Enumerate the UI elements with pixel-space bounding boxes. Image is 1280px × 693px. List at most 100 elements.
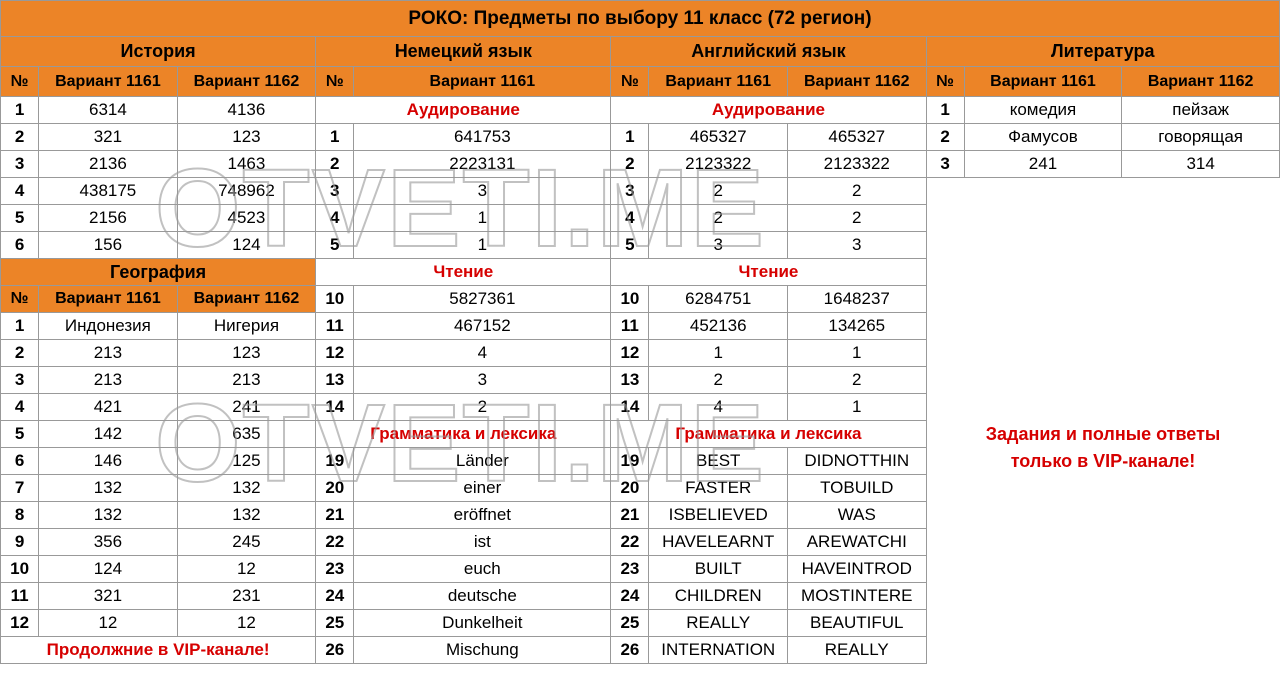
cell: 1 — [926, 97, 964, 124]
cell: 13 — [316, 367, 354, 394]
page-title: РОКО: Предметы по выбору 11 класс (72 ре… — [1, 1, 1280, 37]
cell: 11 — [1, 583, 39, 610]
cell: 213 — [177, 367, 316, 394]
cell: 123 — [177, 340, 316, 367]
cell: 22 — [611, 529, 649, 556]
cell: 23 — [611, 556, 649, 583]
cell: Dunkelheit — [354, 610, 611, 637]
cell: 2 — [788, 367, 927, 394]
subject-geography: География — [1, 259, 316, 286]
cell: 2 — [926, 124, 964, 151]
cell: INTERNATION — [649, 637, 788, 664]
col-v1161: Вариант 1161 — [39, 286, 178, 313]
cell: 11 — [316, 313, 354, 340]
cell: 213 — [39, 340, 178, 367]
main-table-container: РОКО: Предметы по выбору 11 класс (72 ре… — [0, 0, 1280, 664]
cell: 10 — [316, 286, 354, 313]
col-v1162: Вариант 1162 — [177, 67, 316, 97]
section-grammar: Грамматика и лексика — [611, 421, 926, 448]
cell: 12 — [316, 340, 354, 367]
cell: 321 — [39, 124, 178, 151]
cell: REALLY — [649, 610, 788, 637]
table-row: 4 438175 748962 3 3 3 2 2 — [1, 178, 1280, 205]
cell: Länder — [354, 448, 611, 475]
cell: 2 — [649, 178, 788, 205]
cell: einer — [354, 475, 611, 502]
cell: 24 — [611, 583, 649, 610]
cell: Mischung — [354, 637, 611, 664]
subject-english: Английский язык — [611, 37, 926, 67]
cell: 1 — [354, 205, 611, 232]
cell: ISBELIEVED — [649, 502, 788, 529]
cell: Нигерия — [177, 313, 316, 340]
cell: 4 — [354, 340, 611, 367]
cell: 23 — [316, 556, 354, 583]
cell: BEST — [649, 448, 788, 475]
cell: 12 — [611, 340, 649, 367]
cell: euch — [354, 556, 611, 583]
cell: 1 — [316, 124, 354, 151]
cell: 4 — [1, 394, 39, 421]
cell: 213 — [39, 367, 178, 394]
cell: 635 — [177, 421, 316, 448]
cell: deutsche — [354, 583, 611, 610]
cell: 3 — [788, 232, 927, 259]
col-num: № — [316, 67, 354, 97]
column-header-row: № Вариант 1161 Вариант 1162 № Вариант 11… — [1, 67, 1280, 97]
cell: 7 — [1, 475, 39, 502]
cell: 6284751 — [649, 286, 788, 313]
cell: 132 — [39, 502, 178, 529]
cell: 467152 — [354, 313, 611, 340]
cell: 2 — [1, 340, 39, 367]
cell: 132 — [177, 502, 316, 529]
cell: 438175 — [39, 178, 178, 205]
cell: 2 — [788, 205, 927, 232]
col-v1162: Вариант 1162 — [1122, 67, 1280, 97]
cell: 1 — [1, 97, 39, 124]
cell: REALLY — [788, 637, 927, 664]
cell: 132 — [177, 475, 316, 502]
cell: 641753 — [354, 124, 611, 151]
cell: 2 — [611, 151, 649, 178]
cell: DIDNOTTHIN — [788, 448, 927, 475]
section-listening: Аудирование — [611, 97, 926, 124]
cell: 2156 — [39, 205, 178, 232]
col-v1161: Вариант 1161 — [39, 67, 178, 97]
cell: 8 — [1, 502, 39, 529]
cell: 10 — [611, 286, 649, 313]
cell: 1 — [788, 394, 927, 421]
col-num: № — [1, 67, 39, 97]
cell: 11 — [611, 313, 649, 340]
cell: BUILT — [649, 556, 788, 583]
cell: 21 — [316, 502, 354, 529]
cell: пейзаж — [1122, 97, 1280, 124]
cell: 25 — [611, 610, 649, 637]
cell: 321 — [39, 583, 178, 610]
cell: говорящая — [1122, 124, 1280, 151]
table-row: 3 2136 1463 2 2223131 2 2123322 2123322 … — [1, 151, 1280, 178]
col-v1162: Вариант 1162 — [788, 67, 927, 97]
col-v1161: Вариант 1161 — [964, 67, 1122, 97]
cell: 3 — [611, 178, 649, 205]
cell: 748962 — [177, 178, 316, 205]
cell: 3 — [316, 178, 354, 205]
cell: 245 — [177, 529, 316, 556]
cell: 4 — [611, 205, 649, 232]
cell: 124 — [39, 556, 178, 583]
title-row: РОКО: Предметы по выбору 11 класс (72 ре… — [1, 1, 1280, 37]
cell: 5 — [611, 232, 649, 259]
cell: 3 — [354, 367, 611, 394]
cell: 124 — [177, 232, 316, 259]
cell: 1 — [611, 124, 649, 151]
cell: 20 — [611, 475, 649, 502]
cell: 2 — [354, 394, 611, 421]
cell: 4 — [649, 394, 788, 421]
col-num: № — [1, 286, 39, 313]
cell: 3 — [649, 232, 788, 259]
cell: 19 — [316, 448, 354, 475]
cell: 5 — [1, 205, 39, 232]
cell: 421 — [39, 394, 178, 421]
cell: 1648237 — [788, 286, 927, 313]
subject-history: История — [1, 37, 316, 67]
cell: 2123322 — [649, 151, 788, 178]
